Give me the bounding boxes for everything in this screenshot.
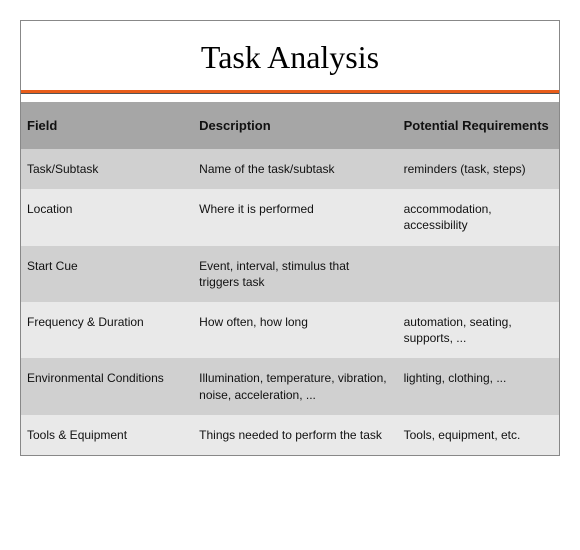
cell-requirements: accommodation, accessibility	[398, 189, 559, 245]
cell-description: How often, how long	[193, 302, 397, 358]
cell-description: Event, interval, stimulus that triggers …	[193, 246, 397, 302]
cell-requirements: Tools, equipment, etc.	[398, 415, 559, 455]
table-header-row: Field Description Potential Requirements	[21, 102, 559, 149]
table-row: Start Cue Event, interval, stimulus that…	[21, 246, 559, 302]
table-row: Frequency & Duration How often, how long…	[21, 302, 559, 358]
document-frame: Task Analysis Field Description Potentia…	[20, 20, 560, 456]
table-row: Tools & Equipment Things needed to perfo…	[21, 415, 559, 455]
task-analysis-table: Field Description Potential Requirements…	[21, 102, 559, 455]
sub-rule	[21, 93, 559, 94]
cell-field: Environmental Conditions	[21, 358, 193, 414]
cell-field: Tools & Equipment	[21, 415, 193, 455]
cell-requirements: lighting, clothing, ...	[398, 358, 559, 414]
cell-requirements	[398, 246, 559, 302]
table-row: Environmental Conditions Illumination, t…	[21, 358, 559, 414]
page-title: Task Analysis	[21, 21, 559, 90]
cell-description: Illumination, temperature, vibration, no…	[193, 358, 397, 414]
cell-description: Name of the task/subtask	[193, 149, 397, 189]
cell-field: Task/Subtask	[21, 149, 193, 189]
cell-field: Location	[21, 189, 193, 245]
cell-requirements: reminders (task, steps)	[398, 149, 559, 189]
cell-requirements: automation, seating, supports, ...	[398, 302, 559, 358]
cell-description: Where it is performed	[193, 189, 397, 245]
column-header-description: Description	[193, 102, 397, 149]
table-body: Task/Subtask Name of the task/subtask re…	[21, 149, 559, 455]
column-header-requirements: Potential Requirements	[398, 102, 559, 149]
cell-field: Start Cue	[21, 246, 193, 302]
column-header-field: Field	[21, 102, 193, 149]
cell-description: Things needed to perform the task	[193, 415, 397, 455]
table-row: Task/Subtask Name of the task/subtask re…	[21, 149, 559, 189]
table-row: Location Where it is performed accommoda…	[21, 189, 559, 245]
cell-field: Frequency & Duration	[21, 302, 193, 358]
